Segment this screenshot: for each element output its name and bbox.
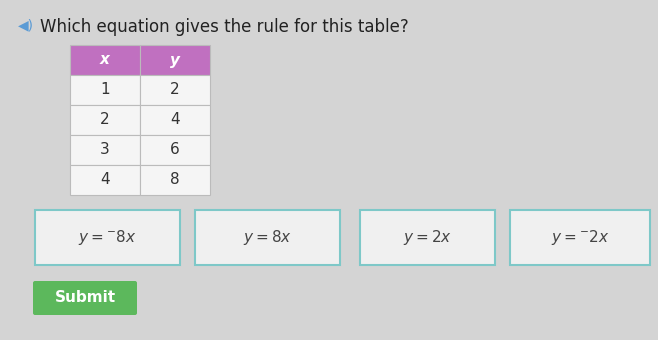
Text: 3: 3: [100, 142, 110, 157]
Text: $y = 8x$: $y = 8x$: [243, 228, 292, 247]
Text: x: x: [100, 52, 110, 68]
FancyBboxPatch shape: [140, 135, 210, 165]
Text: $y = 2x$: $y = 2x$: [403, 228, 452, 247]
FancyBboxPatch shape: [140, 105, 210, 135]
Text: 8: 8: [170, 172, 180, 187]
Text: y: y: [170, 52, 180, 68]
Text: 2: 2: [170, 83, 180, 98]
FancyBboxPatch shape: [70, 135, 140, 165]
Text: 4: 4: [100, 172, 110, 187]
Text: 1: 1: [100, 83, 110, 98]
FancyBboxPatch shape: [33, 281, 137, 315]
Text: ◀): ◀): [18, 18, 34, 32]
FancyBboxPatch shape: [195, 210, 340, 265]
FancyBboxPatch shape: [70, 45, 140, 75]
Text: Which equation gives the rule for this table?: Which equation gives the rule for this t…: [40, 18, 409, 36]
FancyBboxPatch shape: [70, 105, 140, 135]
Text: Submit: Submit: [55, 290, 116, 306]
Text: 2: 2: [100, 113, 110, 128]
FancyBboxPatch shape: [140, 45, 210, 75]
FancyBboxPatch shape: [140, 165, 210, 195]
Text: $y = {}^{-}8x$: $y = {}^{-}8x$: [78, 228, 137, 247]
FancyBboxPatch shape: [140, 75, 210, 105]
FancyBboxPatch shape: [510, 210, 650, 265]
Text: $y = {}^{-}2x$: $y = {}^{-}2x$: [551, 228, 609, 247]
FancyBboxPatch shape: [360, 210, 495, 265]
Text: 6: 6: [170, 142, 180, 157]
Text: 4: 4: [170, 113, 180, 128]
FancyBboxPatch shape: [70, 165, 140, 195]
FancyBboxPatch shape: [35, 210, 180, 265]
FancyBboxPatch shape: [70, 75, 140, 105]
